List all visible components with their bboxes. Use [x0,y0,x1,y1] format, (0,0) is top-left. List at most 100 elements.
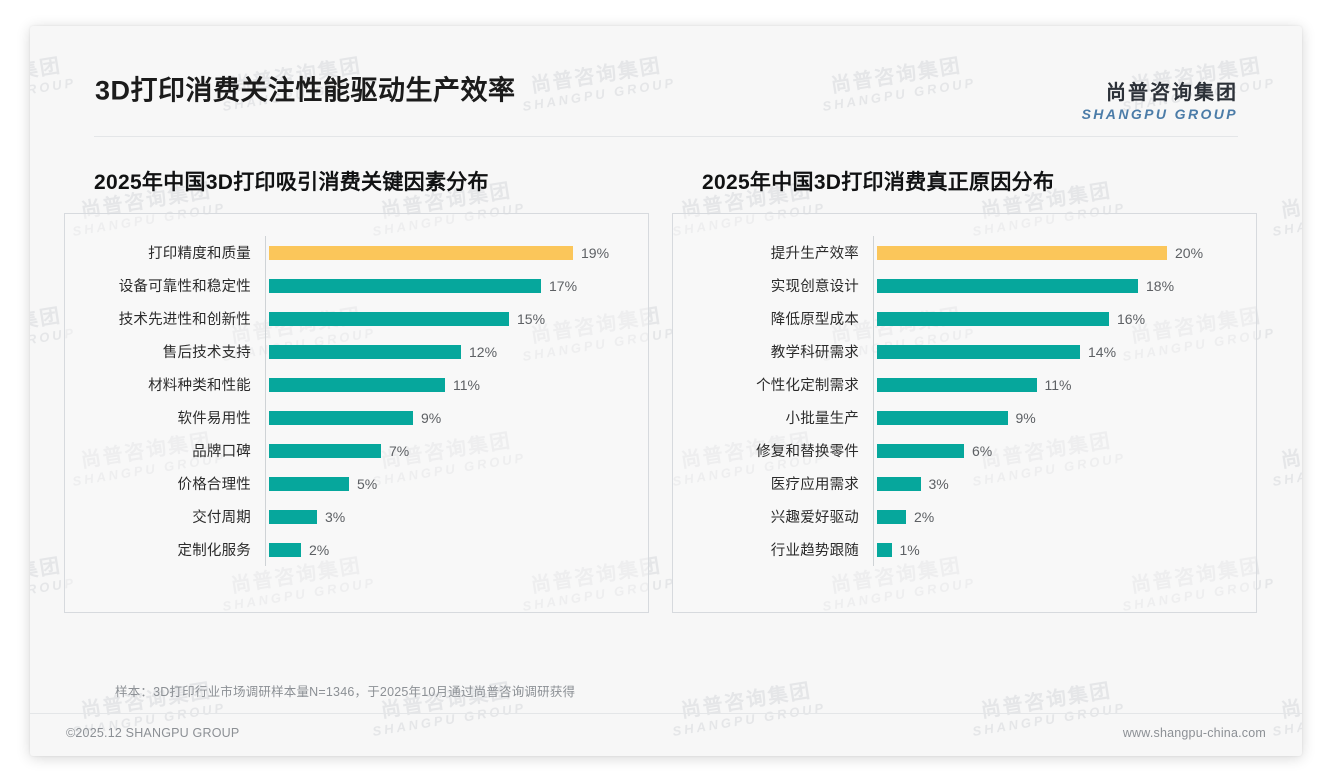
bar [269,245,573,260]
bar-category-label: 定制化服务 [177,543,251,559]
bar-row: 兴趣爱好驱动 2% [673,500,1246,533]
bar-category-label: 打印精度和质量 [148,246,251,262]
bar [269,443,381,458]
bar-row: 修复和替换零件 6% [673,434,1246,467]
bar-value-label: 3% [325,508,346,525]
page-title: 3D打印消费关注性能驱动生产效率 [95,75,516,106]
bar-category-label: 行业趋势跟随 [770,543,859,559]
bar-value-label: 11% [1044,376,1072,393]
bar-category-label: 兴趣爱好驱动 [770,510,859,526]
header-divider [94,136,1238,137]
bar-value-label: 14% [1088,343,1117,360]
bar-category-label: 修复和替换零件 [756,444,859,460]
bar-track: 16% [873,302,1246,335]
bar-category-label: 材料种类和性能 [148,378,251,394]
chart-title-left: 2025年中国3D打印吸引消费关键因素分布 [94,171,489,194]
bar-track: 12% [265,335,638,368]
bar-row: 交付周期 3% [65,500,638,533]
bar-category-label: 售后技术支持 [162,345,251,361]
bar-track: 20% [873,236,1246,269]
chart-card-right: 提升生产效率 20% 实现创意设计 18% 降低原型成本 16% 教学科研需求 14% 个性化定… [672,213,1257,613]
bar-track: 3% [265,500,638,533]
bar-row: 实现创意设计 18% [673,269,1246,302]
bar-row: 售后技术支持 12% [65,335,638,368]
sample-note: 样本：3D打印行业市场调研样本量N=1346，于2025年10月通过尚普咨询调研… [115,685,576,699]
bar [269,311,509,326]
bar-track: 2% [265,533,638,566]
bar-row: 教学科研需求 14% [673,335,1246,368]
bar-track: 11% [265,368,638,401]
bar-track: 5% [265,467,638,500]
bar-value-label: 9% [1015,409,1036,426]
bar-category-label: 价格合理性 [177,477,251,493]
bar [877,509,906,524]
bar-track: 19% [265,236,638,269]
bar-row: 医疗应用需求 3% [673,467,1246,500]
bar-row: 降低原型成本 16% [673,302,1246,335]
website-link[interactable]: www.shangpu-china.com [1122,726,1266,740]
bar-track: 14% [873,335,1246,368]
bar-category-label: 个性化定制需求 [756,378,859,394]
chart-title-right: 2025年中国3D打印消费真正原因分布 [702,171,1055,194]
bar-track: 3% [873,467,1246,500]
bar-value-label: 6% [972,442,993,459]
bar-value-label: 9% [421,409,442,426]
bar-track: 6% [873,434,1246,467]
slide-footer: ©2025.12 SHANGPU GROUP www.shangpu-china… [30,714,1302,756]
bar [269,344,461,359]
bar-value-label: 15% [517,310,546,327]
bar-category-label: 教学科研需求 [770,345,859,361]
charts-container: 2025年中国3D打印吸引消费关键因素分布 打印精度和质量 19% 设备可靠性和稳定… [30,166,1302,613]
bar-value-label: 2% [914,508,935,525]
bar-row: 软件易用性 9% [65,401,638,434]
copyright-text: ©2025.12 SHANGPU GROUP [66,726,240,740]
bar-row: 材料种类和性能 11% [65,368,638,401]
chart-panel-left: 2025年中国3D打印吸引消费关键因素分布 打印精度和质量 19% 设备可靠性和稳定… [64,166,649,613]
bar-category-label: 设备可靠性和稳定性 [118,279,251,295]
bar-category-label: 小批量生产 [785,411,859,427]
bar-track: 17% [265,269,638,302]
bar [877,344,1080,359]
bar-track: 15% [265,302,638,335]
brand-logo-en: SHANGPU GROUP [1081,106,1238,122]
chart-card-left: 打印精度和质量 19% 设备可靠性和稳定性 17% 技术先进性和创新性 15% 售后技术支持… [64,213,649,613]
bar-row: 打印精度和质量 19% [65,236,638,269]
brand-logo-cn: 尚普咨询集团 [1106,82,1238,104]
bar-value-label: 11% [453,376,480,393]
bar-rows-right: 提升生产效率 20% 实现创意设计 18% 降低原型成本 16% 教学科研需求 14% 个性化定… [673,236,1246,566]
bar [269,542,301,557]
bar-track: 7% [265,434,638,467]
bar-category-label: 交付周期 [192,510,251,526]
bar-value-label: 5% [357,475,378,492]
bar-track: 9% [265,401,638,434]
bar-value-label: 7% [389,442,410,459]
slide-header: 3D打印消费关注性能驱动生产效率 尚普咨询集团 SHANGPU GROUP [30,26,1302,130]
bar-category-label: 降低原型成本 [770,312,859,328]
bar-track: 1% [873,533,1246,566]
bar-value-label: 3% [928,475,949,492]
bar [269,509,317,524]
bar-category-label: 提升生产效率 [770,246,859,262]
bar-value-label: 20% [1175,244,1204,261]
bar-row: 设备可靠性和稳定性 17% [65,269,638,302]
bar [269,377,445,392]
bar [269,410,413,425]
bar [269,278,541,293]
bar-category-label: 技术先进性和创新性 [118,312,251,328]
bar-row: 提升生产效率 20% [673,236,1246,269]
bar [877,311,1109,326]
bar [877,278,1138,293]
bar-row: 定制化服务 2% [65,533,638,566]
bar [877,377,1037,392]
bar-value-label: 19% [581,244,610,261]
bar [877,443,964,458]
bar-value-label: 12% [469,343,498,360]
bar-category-label: 软件易用性 [177,411,251,427]
bar-category-label: 品牌口碑 [192,444,251,460]
footer-divider [30,713,1302,714]
bar-category-label: 医疗应用需求 [770,477,859,493]
bar-value-label: 1% [899,541,920,558]
bar [877,542,892,557]
bar-value-label: 2% [309,541,330,558]
